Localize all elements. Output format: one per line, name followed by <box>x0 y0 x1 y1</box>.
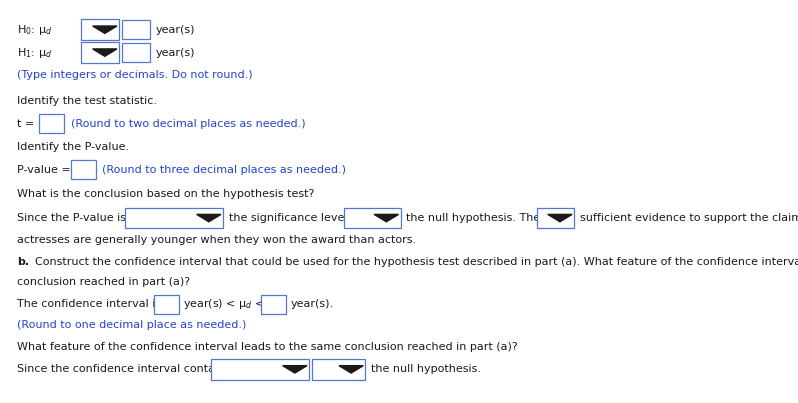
Polygon shape <box>374 214 398 222</box>
FancyBboxPatch shape <box>262 295 286 314</box>
Text: year(s).: year(s). <box>290 299 334 309</box>
Text: b.: b. <box>18 257 30 266</box>
Text: Construct the confidence interval that could be used for the hypothesis test des: Construct the confidence interval that c… <box>34 257 798 266</box>
FancyBboxPatch shape <box>39 114 65 133</box>
FancyBboxPatch shape <box>81 42 119 63</box>
FancyBboxPatch shape <box>125 208 223 229</box>
FancyBboxPatch shape <box>344 208 401 229</box>
FancyBboxPatch shape <box>536 208 575 229</box>
Text: Since the P-value is: Since the P-value is <box>18 213 126 223</box>
Polygon shape <box>339 366 363 373</box>
Text: H$_0$: μ$_d$: H$_0$: μ$_d$ <box>18 23 53 37</box>
Polygon shape <box>282 366 307 373</box>
Text: actresses are generally younger when they won the award than actors.: actresses are generally younger when the… <box>18 235 417 245</box>
Polygon shape <box>93 49 117 56</box>
Text: t =: t = <box>18 119 34 129</box>
Text: (Round to one decimal place as needed.): (Round to one decimal place as needed.) <box>18 320 247 330</box>
Polygon shape <box>196 214 221 222</box>
Text: (Round to two decimal places as needed.): (Round to two decimal places as needed.) <box>70 119 305 129</box>
Text: P-value =: P-value = <box>18 165 71 175</box>
Polygon shape <box>547 214 572 222</box>
Text: What feature of the confidence interval leads to the same conclusion reached in : What feature of the confidence interval … <box>18 342 518 352</box>
Text: year(s): year(s) <box>156 48 196 58</box>
Text: (Round to three decimal places as needed.): (Round to three decimal places as needed… <box>102 165 346 175</box>
Text: the significance level,: the significance level, <box>228 213 350 223</box>
Polygon shape <box>93 26 117 33</box>
FancyBboxPatch shape <box>122 43 150 62</box>
Text: year(s): year(s) <box>156 25 196 35</box>
FancyBboxPatch shape <box>154 295 180 314</box>
Text: the null hypothesis.: the null hypothesis. <box>371 364 481 374</box>
Text: Identify the P-value.: Identify the P-value. <box>18 142 129 152</box>
FancyBboxPatch shape <box>81 19 119 40</box>
FancyBboxPatch shape <box>70 160 96 179</box>
Text: The confidence interval is: The confidence interval is <box>18 299 161 309</box>
Text: sufficient evidence to support the claim that: sufficient evidence to support the claim… <box>579 213 798 223</box>
Text: H$_1$: μ$_d$: H$_1$: μ$_d$ <box>18 46 53 60</box>
Text: year(s) < μ$_d$ <: year(s) < μ$_d$ < <box>184 297 265 311</box>
FancyBboxPatch shape <box>211 359 309 380</box>
Text: conclusion reached in part (a)?: conclusion reached in part (a)? <box>18 277 191 287</box>
Text: (Type integers or decimals. Do not round.): (Type integers or decimals. Do not round… <box>18 70 253 80</box>
Text: What is the conclusion based on the hypothesis test?: What is the conclusion based on the hypo… <box>18 189 314 199</box>
Text: Since the confidence interval contains: Since the confidence interval contains <box>18 364 231 374</box>
FancyBboxPatch shape <box>122 20 150 39</box>
Text: the null hypothesis. There: the null hypothesis. There <box>406 213 551 223</box>
Text: Identify the test statistic.: Identify the test statistic. <box>18 96 157 106</box>
FancyBboxPatch shape <box>312 359 365 380</box>
